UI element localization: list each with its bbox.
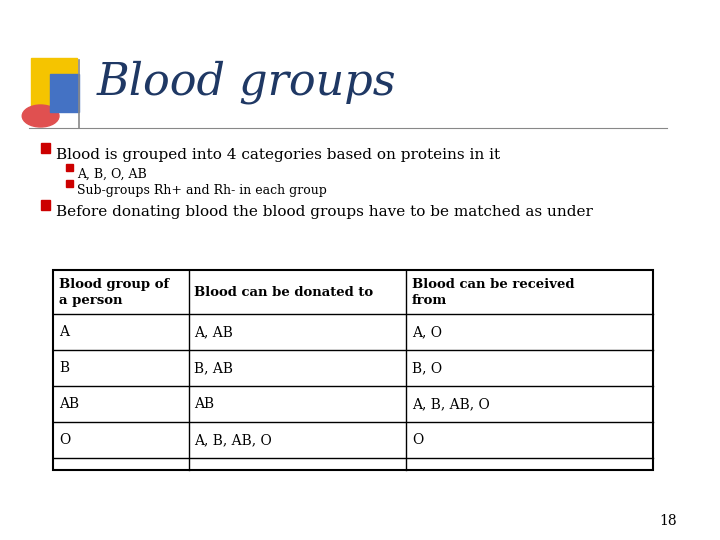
Text: Blood can be donated to: Blood can be donated to [194,286,374,299]
Text: 18: 18 [660,514,677,528]
Bar [40,143,50,153]
Text: AB: AB [59,397,79,411]
Text: B: B [59,361,69,375]
Text: Blood can be received: Blood can be received [412,278,575,291]
Text: A, B, AB, O: A, B, AB, O [412,397,490,411]
Bar [31,58,77,106]
Text: A, O: A, O [412,325,442,339]
Text: a person: a person [59,294,122,307]
Text: A, B, AB, O: A, B, AB, O [194,433,272,447]
Text: Blood is grouped into 4 categories based on proteins in it: Blood is grouped into 4 categories based… [56,148,500,162]
Bar [66,164,73,171]
Text: AB: AB [194,397,215,411]
Text: Blood groups: Blood groups [96,60,396,104]
Ellipse shape [22,105,59,127]
Text: Blood group of: Blood group of [59,278,169,291]
Text: O: O [412,433,423,447]
Text: A, B, O, AB: A, B, O, AB [77,168,147,181]
Text: Sub-groups Rh+ and Rh- in each group: Sub-groups Rh+ and Rh- in each group [77,184,327,197]
Text: B, AB: B, AB [194,361,233,375]
Text: Before donating blood the blood groups have to be matched as under: Before donating blood the blood groups h… [56,205,593,219]
Bar [40,200,50,210]
Text: A, AB: A, AB [194,325,233,339]
Bar [50,74,79,112]
Text: from: from [412,294,447,307]
Text: O: O [59,433,71,447]
Bar [66,180,73,187]
Bar [53,270,652,470]
Text: B, O: B, O [412,361,442,375]
Text: A: A [59,325,69,339]
